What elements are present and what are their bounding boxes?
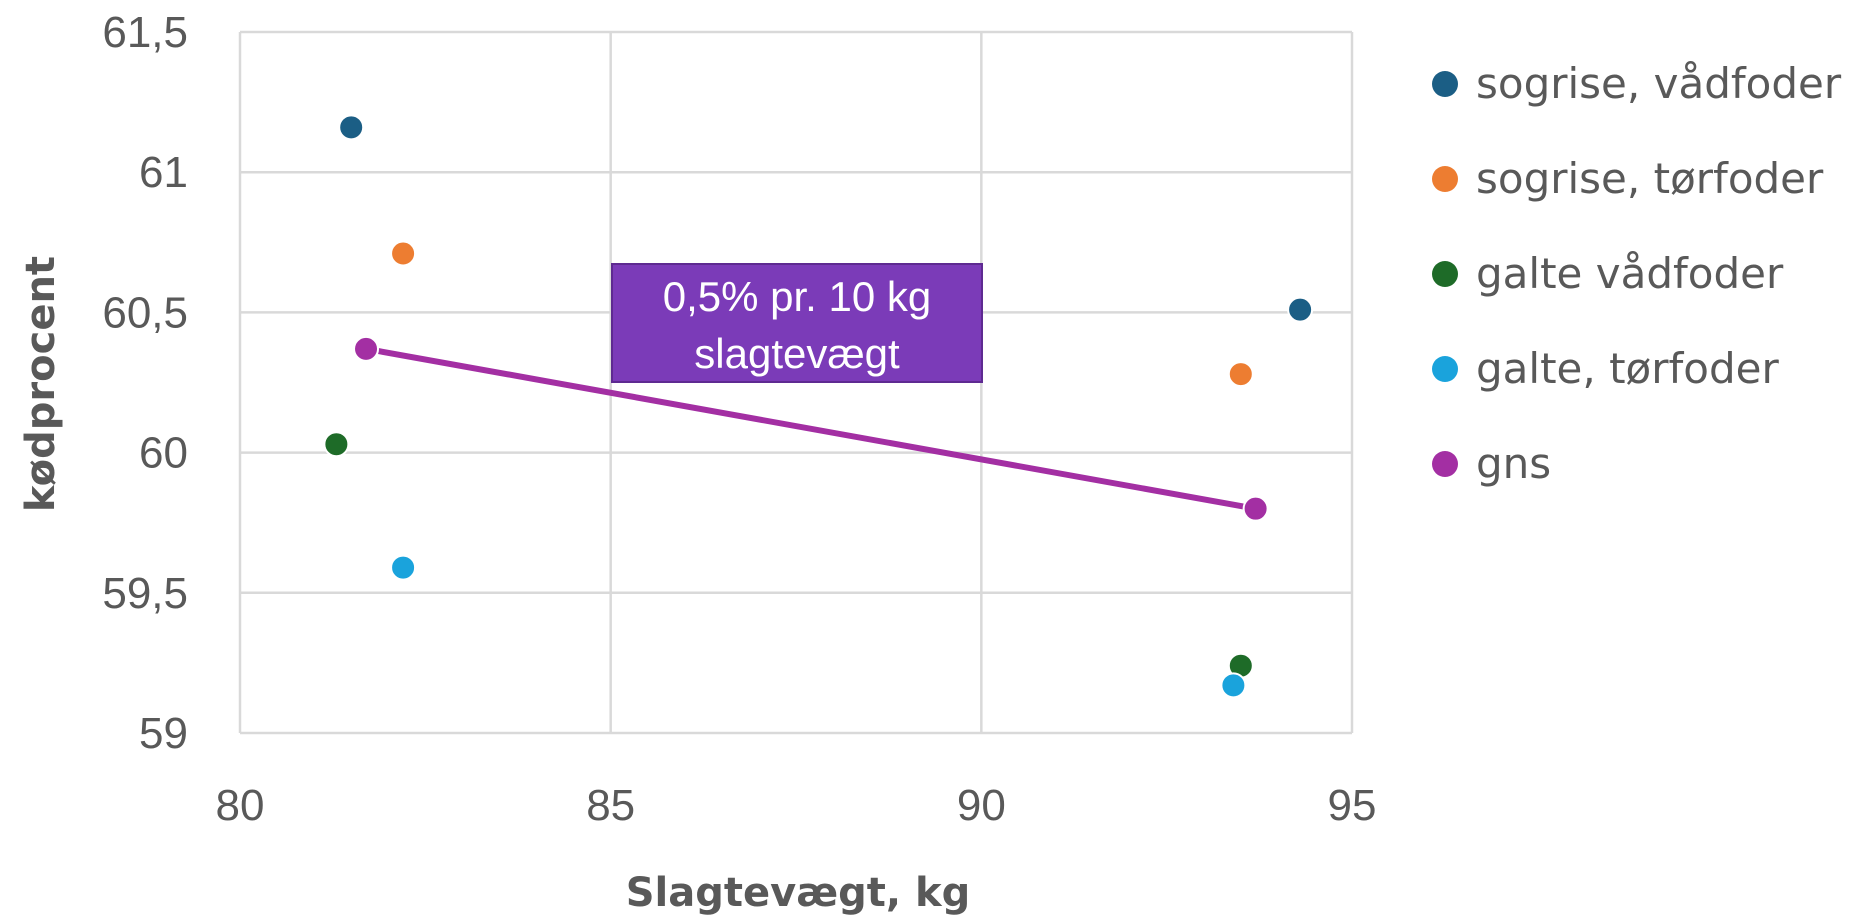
legend-label: gns [1476,439,1551,488]
annotation-line-2: slagtevægt [694,330,900,377]
legend-item: sogrise, vådfoder [1432,59,1842,108]
annotation-line-1: 0,5% pr. 10 kg [663,273,932,320]
y-tick-label: 60 [139,429,188,478]
data-point [1227,361,1254,388]
legend-marker [1432,261,1458,287]
y-tick-label: 59,5 [102,569,188,618]
x-axis-title: Slagtevægt, kg [626,870,971,916]
series-4 [353,335,1269,522]
legend-item: sogrise, tørfoder [1432,154,1824,203]
y-tick-label: 61,5 [102,8,188,57]
trend-line [365,345,1257,512]
y-tick-labels: 59 59,5 60 60,5 61 61,5 [102,8,188,758]
series-1 [390,240,1254,388]
data-point [1220,672,1247,699]
y-axis-title: kødprocent [18,256,64,512]
annotation: 0,5% pr. 10 kg slagtevægt [611,263,983,383]
data-point [338,114,365,141]
x-tick-labels: 80 85 90 95 [216,781,1377,830]
legend-label: galte, tørfoder [1476,344,1779,393]
y-tick-label: 60,5 [102,288,188,337]
legend-label: sogrise, vådfoder [1476,59,1842,108]
data-point [390,240,417,267]
data-point [390,554,417,581]
legend-marker [1432,71,1458,97]
legend: sogrise, vådfoder sogrise, tørfoder galte … [1432,59,1842,488]
series-layer [323,114,1314,699]
data-point [353,335,380,362]
legend-item: galte vådfoder [1432,249,1784,298]
series-0 [338,114,1314,323]
legend-marker [1432,166,1458,192]
y-tick-label: 59 [139,709,188,758]
legend-label: galte vådfoder [1476,249,1784,298]
legend-marker [1432,451,1458,477]
data-point [1287,296,1314,323]
legend-label: sogrise, tørfoder [1476,154,1824,203]
x-tick-label: 80 [216,781,265,830]
legend-item: galte, tørfoder [1432,344,1779,393]
data-point [1242,495,1269,522]
series-2 [323,431,1254,679]
annotation-box [611,263,983,383]
legend-marker [1432,356,1458,382]
x-tick-label: 95 [1328,781,1377,830]
x-tick-label: 90 [957,781,1006,830]
x-tick-label: 85 [586,781,635,830]
y-tick-label: 61 [139,148,188,197]
legend-item: gns [1432,439,1551,488]
data-point [323,431,350,458]
series-3 [390,554,1247,699]
